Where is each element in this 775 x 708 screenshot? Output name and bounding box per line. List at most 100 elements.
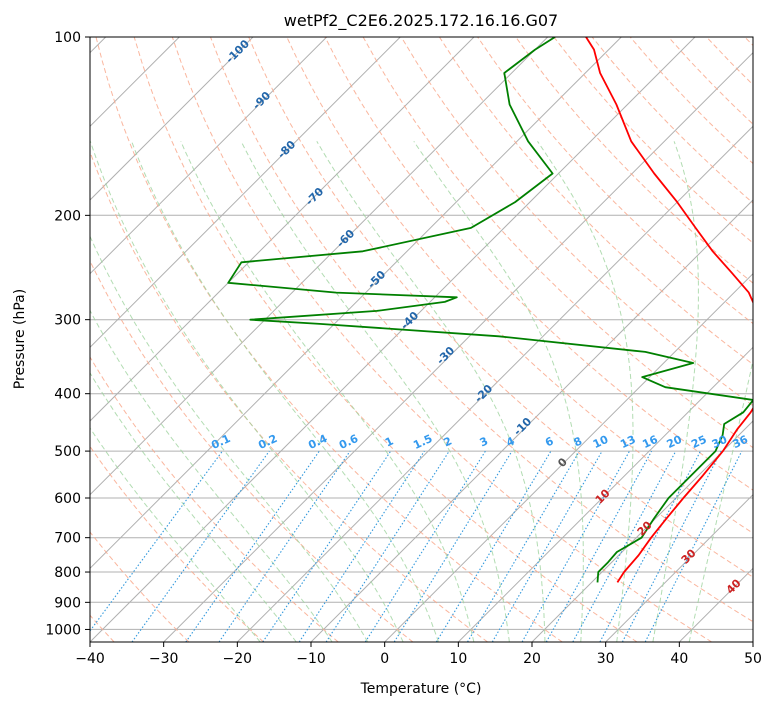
dry-adiabat-line [90,259,414,642]
moist-adiabat-line [240,141,510,642]
plot-frame [89,36,754,643]
moist-adiabat-line [131,141,439,642]
mixing-ratio-label: 1 [383,434,395,449]
dry-adiabat-label: -10 [511,415,534,438]
dry-adiabat-line [324,37,753,491]
dry-adiabat-line [706,37,753,86]
mixing-ratio-line [621,450,722,642]
moist-adiabat-line [90,371,297,642]
background-lines [90,37,753,642]
mixing-ratio-line [262,450,392,642]
mixing-ratio-label: 30 [710,433,730,451]
y-tick-label: 400 [54,387,81,403]
dry-adiabat-line [248,37,753,578]
x-tick-label: −40 [75,651,105,667]
isotherm-line [531,420,753,642]
dry-adiabat-line [515,37,753,284]
isotherm-line [384,272,753,642]
mixing-ratio-line [218,450,351,642]
y-tick-label: 500 [54,444,81,460]
mixing-ratio-line [131,450,270,642]
moist-adiabat-line [90,309,333,642]
mixing-ratio-label: 10 [591,433,611,451]
temperature-profile [585,37,753,583]
dry-adiabat-label: -30 [434,344,457,367]
dry-adiabat-line [95,37,563,642]
mixing-ratio-label: 6 [543,434,556,449]
dry-adiabat-line [210,37,753,623]
mixing-ratio-label: 16 [640,433,660,451]
moist-adiabat-line [180,141,475,642]
mixing-ratio-label: 0.4 [306,432,329,452]
profiles [227,37,753,583]
x-tick-label: 0 [380,651,389,667]
isotherm-line [90,37,622,570]
dry-adiabat-label: -90 [250,89,273,112]
moist-adiabat-line [90,141,404,642]
mixing-ratio-line [644,450,743,642]
dry-adiabat-label: 0 [555,455,570,470]
y-tick-label: 700 [54,531,81,547]
mixing-ratio-line [599,450,701,642]
isotherm-line [90,37,696,642]
x-tick-label: −10 [296,651,326,667]
mixing-ratio-line [298,450,425,642]
dry-adiabat-line [171,37,712,642]
mixing-ratio-line [185,450,320,642]
dry-adiabat-label: -50 [365,268,388,291]
dry-adiabat-line [438,37,753,366]
isotherm-line [90,37,549,496]
mixing-ratio-line [90,450,223,632]
mixing-ratio-line [572,450,677,642]
mixing-ratio-label: 2 [442,434,454,449]
mixing-ratio-label: 25 [689,433,708,451]
y-tick-label: 100 [54,30,81,46]
x-tick-label: 30 [597,651,615,667]
y-tick-label: 1000 [45,622,81,638]
dry-adiabat-line [90,531,190,642]
x-tick-label: −30 [149,651,179,667]
dewpoint-profile [227,37,753,583]
isotherm-line [163,51,753,642]
y-tick-label: 300 [54,313,81,329]
dry-adiabat-line [744,37,753,47]
dry-adiabat-line [133,37,638,642]
y-axis-label: Pressure (hPa) [12,289,28,389]
dry-adiabat-line [90,150,488,642]
mixing-ratio-line [325,450,450,642]
moist-adiabat-line [688,357,753,642]
isotherm-line [90,37,254,201]
isotherm-line [605,493,753,642]
mixing-ratio-label: 13 [618,433,637,451]
moist-adiabat-line [316,141,546,642]
x-tick-label: −20 [223,651,253,667]
mixing-ratio-label: 36 [731,433,751,451]
axis-ticks: −40 −30 −20 −10 0 10 20 30 40 5010020030040050060… [45,30,762,667]
mixing-ratio-line [364,450,486,642]
dry-adiabat-label: 10 [593,486,613,506]
isotherm-line [90,37,328,275]
x-tick-label: 20 [523,651,541,667]
dry-adiabat-line [90,445,264,642]
y-tick-label: 900 [54,595,81,611]
isotherm-line [457,346,753,642]
x-tick-label: 50 [744,651,762,667]
isotherm-line [752,641,753,642]
y-tick-label: 600 [54,491,81,507]
dry-adiabat-label: 30 [679,546,699,566]
isotherm-line [90,37,401,349]
mixing-ratio-label: 20 [665,433,685,451]
mixing-ratio-label: 3 [478,434,490,449]
isotherm-line [236,125,753,642]
dry-adiabat-label: -20 [472,382,495,405]
mixing-ratio-label: 0.1 [209,432,232,452]
dry-adiabat-line [553,37,753,244]
dry-adiabat-line [362,37,753,449]
dry-adiabat-label: 40 [724,576,744,596]
dry-adiabat-line [90,356,339,642]
y-tick-label: 800 [54,565,81,581]
mixing-ratio-line [435,450,552,642]
mixing-ratio-line [393,450,513,642]
moist-adiabat-line [652,141,699,642]
